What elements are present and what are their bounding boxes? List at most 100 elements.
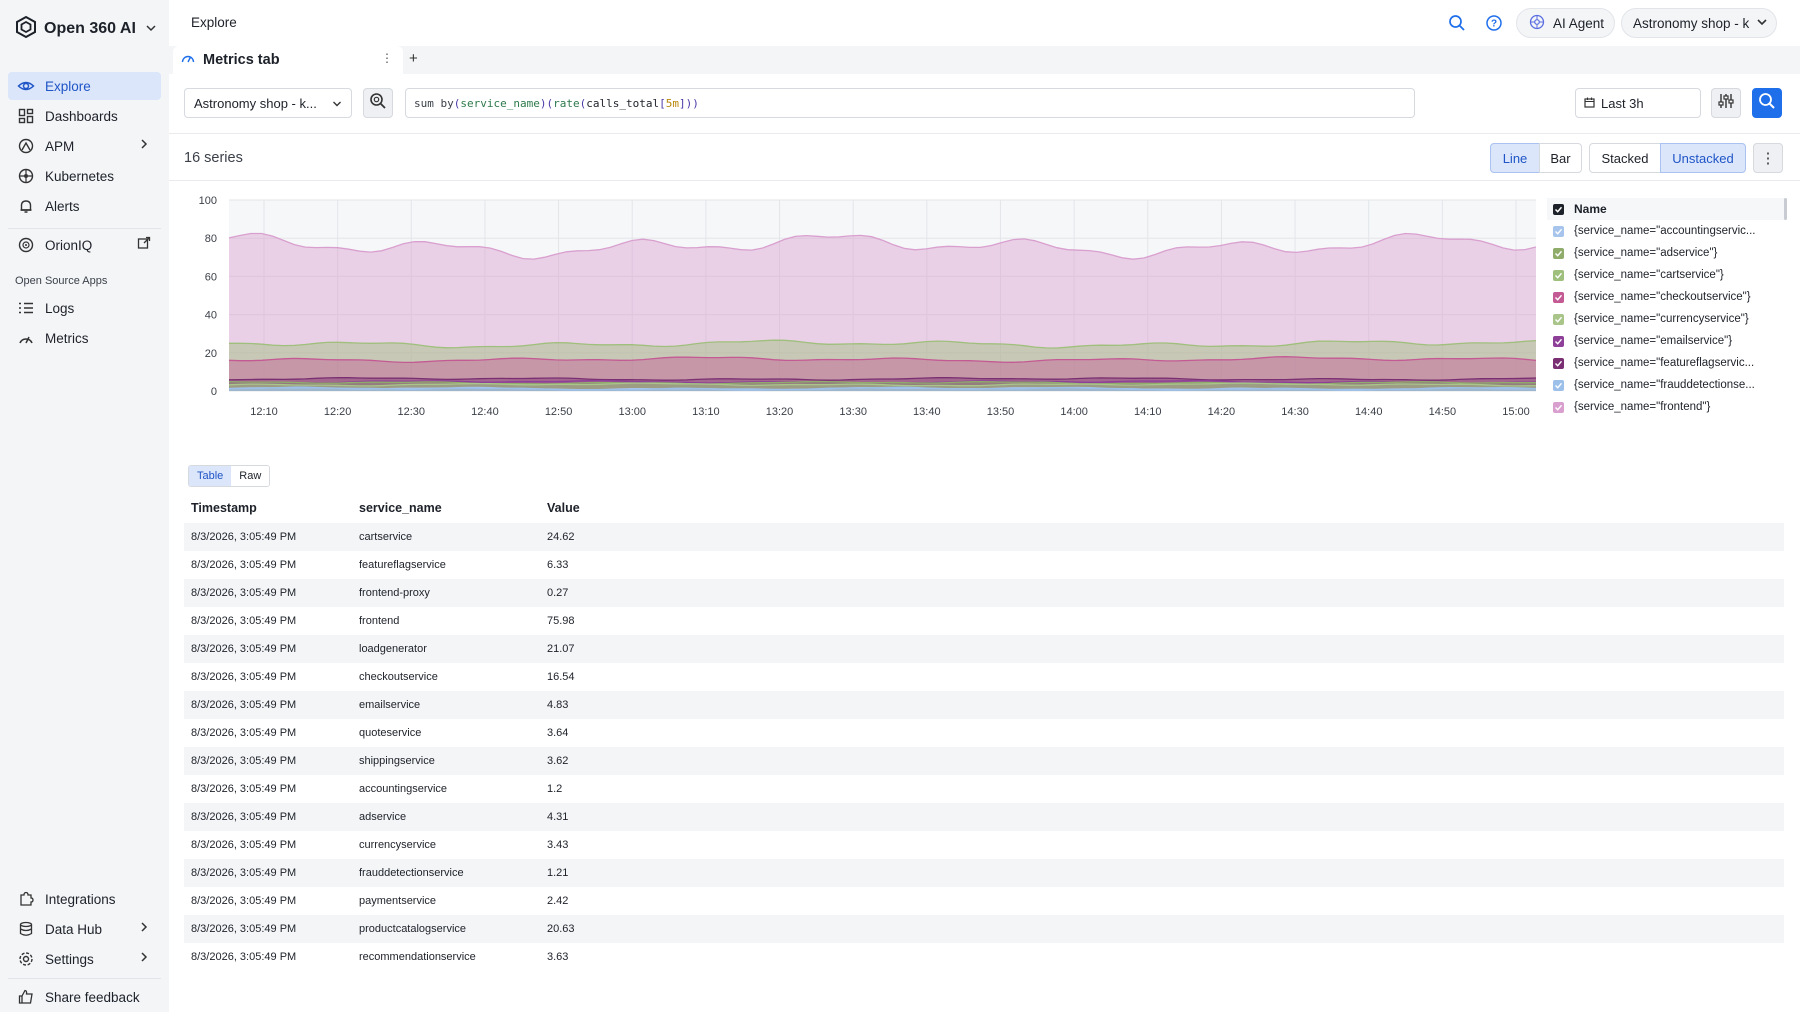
- series-checkbox[interactable]: [1553, 247, 1564, 259]
- share-feedback-button[interactable]: Share feedback: [8, 983, 161, 1011]
- metrics-explorer-button[interactable]: [363, 88, 393, 118]
- tab-menu-icon[interactable]: ⋮: [381, 51, 393, 65]
- tab-metrics[interactable]: Metrics tab ⋮: [173, 46, 403, 74]
- legend-item[interactable]: {service_name="adservice"}: [1547, 242, 1787, 264]
- legend-item[interactable]: {service_name="checkoutservice"}: [1547, 286, 1787, 308]
- view-tab-raw[interactable]: Raw: [231, 466, 270, 486]
- sidebar-item-metrics[interactable]: Metrics: [8, 324, 161, 352]
- table-row[interactable]: 8/3/2026, 3:05:49 PM frontend-proxy 0.27: [184, 579, 1784, 607]
- table-row[interactable]: 8/3/2026, 3:05:49 PM paymentservice 2.42: [184, 887, 1784, 915]
- sidebar-item-label: Data Hub: [45, 921, 103, 937]
- y-tick-label: 0: [211, 386, 217, 398]
- legend-item[interactable]: {service_name="emailservice"}: [1547, 330, 1787, 352]
- table-row[interactable]: 8/3/2026, 3:05:49 PM cartservice 24.62: [184, 523, 1784, 551]
- sidebar-item-alerts[interactable]: Alerts: [8, 192, 161, 220]
- top-bar: Explore ? AI Agent Astronomy shop - k: [169, 0, 1800, 46]
- table-row[interactable]: 8/3/2026, 3:05:49 PM frauddetectionservic…: [184, 859, 1784, 887]
- series-checkbox[interactable]: [1553, 401, 1564, 413]
- run-query-button[interactable]: [1752, 88, 1782, 118]
- chevron-down-icon[interactable]: [144, 21, 158, 40]
- sidebar-item-data-hub[interactable]: Data Hub: [8, 915, 161, 943]
- sidebar-item-dashboards[interactable]: Dashboards: [8, 102, 161, 130]
- x-tick-label: 13:40: [913, 406, 941, 418]
- sidebar-item-settings[interactable]: Settings: [8, 945, 161, 973]
- stack-unstacked[interactable]: Unstacked: [1660, 143, 1746, 173]
- main-area: Metrics tab ⋮ + Astronomy shop - k... su…: [169, 46, 1800, 1012]
- legend-item[interactable]: {service_name="featureflagservic...: [1547, 352, 1787, 374]
- workspace-selector[interactable]: Astronomy shop - k: [1621, 8, 1777, 38]
- x-tick-label: 13:00: [618, 406, 646, 418]
- cell-value: 4.83: [547, 699, 569, 711]
- series-checkbox[interactable]: [1553, 291, 1564, 303]
- cell-timestamp: 8/3/2026, 3:05:49 PM: [191, 615, 297, 627]
- legend-item-label: {service_name="frauddetectionse...: [1574, 379, 1755, 391]
- ai-agent-button[interactable]: AI Agent: [1516, 8, 1615, 38]
- legend-item[interactable]: {service_name="accountingservic...: [1547, 220, 1787, 242]
- sidebar-item-apm[interactable]: APM: [8, 132, 161, 160]
- x-tick-label: 14:40: [1355, 406, 1383, 418]
- query-options-button[interactable]: [1711, 88, 1741, 118]
- select-all-checkbox[interactable]: [1553, 203, 1564, 215]
- series-line: [228, 356, 1537, 364]
- legend-item[interactable]: {service_name="cartservice"}: [1547, 264, 1787, 286]
- chart-type-bar[interactable]: Bar: [1539, 143, 1582, 173]
- legend-scrollbar[interactable]: [1784, 198, 1787, 220]
- sidebar-item-explore[interactable]: Explore: [8, 72, 161, 100]
- query-editor[interactable]: sum by (service_name) (rate(calls_total[…: [405, 88, 1415, 118]
- table-row[interactable]: 8/3/2026, 3:05:49 PM productcatalogservic…: [184, 915, 1784, 943]
- datasource-select[interactable]: Astronomy shop - k...: [184, 88, 352, 118]
- x-tick-label: 14:00: [1060, 406, 1088, 418]
- table-row[interactable]: 8/3/2026, 3:05:49 PM featureflagservice 6.…: [184, 551, 1784, 579]
- table-row[interactable]: 8/3/2026, 3:05:49 PM currencyservice 3.43: [184, 831, 1784, 859]
- bell-icon: [17, 197, 35, 215]
- app-name: Open 360 AI: [44, 20, 136, 37]
- more-options-icon[interactable]: ⋮: [1753, 143, 1783, 173]
- legend-item[interactable]: {service_name="currencyservice"}: [1547, 308, 1787, 330]
- sidebar-item-logs[interactable]: Logs: [8, 294, 161, 322]
- x-tick-label: 13:10: [692, 406, 720, 418]
- table-row[interactable]: 8/3/2026, 3:05:49 PM accountingservice 1.2: [184, 775, 1784, 803]
- table-row[interactable]: 8/3/2026, 3:05:49 PM quoteservice 3.64: [184, 719, 1784, 747]
- query-token: (: [579, 96, 587, 110]
- legend-item[interactable]: {service_name="frauddetectionse...: [1547, 374, 1787, 396]
- sidebar-item-integrations[interactable]: Integrations: [8, 885, 161, 913]
- table-row[interactable]: 8/3/2026, 3:05:49 PM checkoutservice 16.54: [184, 663, 1784, 691]
- series-checkbox[interactable]: [1553, 225, 1564, 237]
- brand-switcher[interactable]: Open 360 AI: [14, 15, 156, 41]
- cell-timestamp: 8/3/2026, 3:05:49 PM: [191, 531, 297, 543]
- column-header-service-name[interactable]: service_name: [359, 501, 442, 515]
- chevron-right-icon: [137, 137, 151, 154]
- stack-stacked[interactable]: Stacked: [1589, 143, 1661, 173]
- table-row[interactable]: 8/3/2026, 3:05:49 PM frontend 75.98: [184, 607, 1784, 635]
- sidebar-item-label: Alerts: [45, 198, 80, 214]
- logs-icon: [17, 299, 35, 317]
- table-row[interactable]: 8/3/2026, 3:05:49 PM shippingservice 3.62: [184, 747, 1784, 775]
- table-row[interactable]: 8/3/2026, 3:05:49 PM loadgenerator 21.07: [184, 635, 1784, 663]
- sidebar-item-orioniq[interactable]: OrionIQ: [8, 231, 161, 259]
- series-checkbox[interactable]: [1553, 269, 1564, 281]
- series-checkbox[interactable]: [1553, 335, 1564, 347]
- column-header-timestamp[interactable]: Timestamp: [191, 501, 257, 515]
- table-row[interactable]: 8/3/2026, 3:05:49 PM emailservice 4.83: [184, 691, 1784, 719]
- series-checkbox[interactable]: [1553, 357, 1564, 369]
- series-checkbox[interactable]: [1553, 313, 1564, 325]
- legend-header: Name: [1547, 198, 1787, 220]
- cell-value: 0.27: [547, 587, 569, 599]
- x-tick-label: 13:30: [839, 406, 867, 418]
- column-header-value[interactable]: Value: [547, 501, 580, 515]
- help-icon[interactable]: ?: [1483, 12, 1505, 34]
- add-tab-button[interactable]: +: [409, 50, 418, 67]
- sidebar-item-kubernetes[interactable]: Kubernetes: [8, 162, 161, 190]
- series-checkbox[interactable]: [1553, 379, 1564, 391]
- cell-timestamp: 8/3/2026, 3:05:49 PM: [191, 587, 297, 599]
- time-range-picker[interactable]: Last 3h: [1575, 88, 1701, 118]
- metrics-chart[interactable]: 0 20 40 60 80 100 12:10 12:20 12:30 12:40 12:50 13:…: [169, 182, 1549, 462]
- sidebar: Open 360 AI Explore Dashboards APM Kuber…: [0, 0, 169, 1012]
- chart-type-line[interactable]: Line: [1490, 143, 1540, 173]
- legend-item[interactable]: {service_name="frontend"}: [1547, 396, 1787, 418]
- table-row[interactable]: 8/3/2026, 3:05:49 PM recommendationservic…: [184, 943, 1784, 971]
- view-tab-table[interactable]: Table: [189, 466, 232, 486]
- svg-text:?: ?: [1491, 19, 1497, 30]
- table-row[interactable]: 8/3/2026, 3:05:49 PM adservice 4.31: [184, 803, 1784, 831]
- search-icon[interactable]: [1446, 12, 1468, 34]
